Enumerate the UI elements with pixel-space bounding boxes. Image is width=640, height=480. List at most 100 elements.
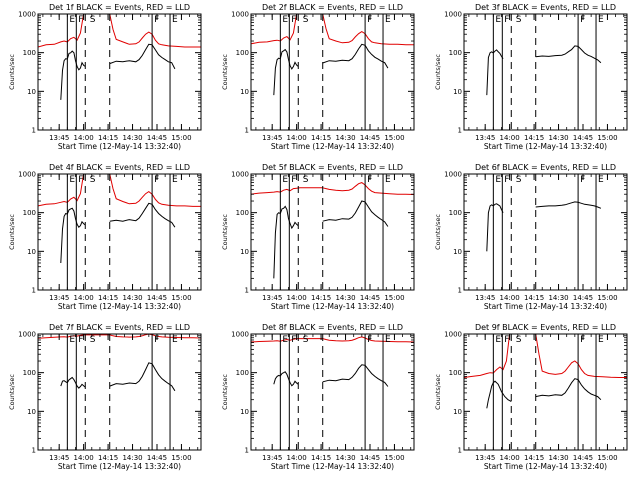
x-tick-label: 14:15 xyxy=(98,134,118,142)
plot-area xyxy=(486,45,602,96)
series-events-line xyxy=(486,380,512,409)
x-tick-label: 14:45 xyxy=(147,454,167,462)
x-tick-label: 15:00 xyxy=(384,294,404,302)
x-tick-label: 14:45 xyxy=(147,134,167,142)
marker-label: E xyxy=(385,175,391,185)
x-tick-label: 14:15 xyxy=(311,454,331,462)
panel-title: Det 6f BLACK = Events, RED = LLD xyxy=(475,163,616,172)
series-lld-line xyxy=(251,187,323,195)
y-tick-label: 1000 xyxy=(18,171,36,179)
y-tick-label: 1000 xyxy=(444,171,462,179)
x-axis-label: Start Time (12-May-14 13:32:40) xyxy=(58,142,181,151)
y-tick-label: 10 xyxy=(27,248,36,256)
y-axis-label: Counts/sec xyxy=(434,54,442,90)
series-lld-line xyxy=(38,14,110,48)
x-tick-label: 14:45 xyxy=(573,294,593,302)
y-tick-label: 1000 xyxy=(231,171,249,179)
x-axis-label: Start Time (12-May-14 13:32:40) xyxy=(271,462,394,471)
y-tick-label: 10 xyxy=(453,408,462,416)
plot-area xyxy=(251,14,414,96)
series-lld-line xyxy=(38,174,110,207)
marker-label: E xyxy=(495,15,501,25)
series-lld-line xyxy=(251,14,323,45)
x-tick-label: 14:15 xyxy=(311,134,331,142)
marker-label: E xyxy=(69,15,75,25)
y-tick-label: 1 xyxy=(245,447,249,455)
panel-3: Det 3f BLACK = Events, RED = LLDEFSFE110… xyxy=(434,3,628,151)
x-tick-label: 15:00 xyxy=(171,294,191,302)
x-tick-label: 14:00 xyxy=(74,294,94,302)
y-tick-label: 100 xyxy=(236,369,249,377)
marker-label: F xyxy=(504,175,509,185)
y-axis-label: Counts/sec xyxy=(8,374,16,410)
x-tick-label: 15:00 xyxy=(384,134,404,142)
y-axis-label: Counts/sec xyxy=(8,214,16,250)
axes-frame xyxy=(463,173,628,291)
y-tick-label: 100 xyxy=(236,49,249,57)
panel-2: Det 2f BLACK = Events, RED = LLDEFSFE110… xyxy=(221,3,415,151)
axes-frame xyxy=(37,333,202,451)
x-tick-label: 14:45 xyxy=(573,134,593,142)
axes-frame xyxy=(250,13,415,131)
y-axis-label: Counts/sec xyxy=(434,214,442,250)
panel-7: Det 7f BLACK = Events, RED = LLDEFSFE110… xyxy=(8,323,202,471)
marker-label: S xyxy=(516,335,522,345)
panel-title: Det 3f BLACK = Events, RED = LLD xyxy=(475,3,616,12)
series-events-line xyxy=(535,378,602,401)
x-tick-label: 14:15 xyxy=(524,134,544,142)
x-tick-label: 14:30 xyxy=(122,294,142,302)
plot-area xyxy=(38,174,201,264)
y-tick-label: 1 xyxy=(32,287,36,295)
series-lld-line xyxy=(109,174,201,207)
y-tick-label: 1000 xyxy=(18,11,36,19)
panel-title: Det 4f BLACK = Events, RED = LLD xyxy=(49,163,190,172)
marker-label: S xyxy=(516,15,522,25)
x-tick-label: 14:45 xyxy=(573,454,593,462)
series-lld-line xyxy=(109,14,201,48)
marker-label: E xyxy=(495,335,501,345)
y-tick-label: 100 xyxy=(23,369,36,377)
x-tick-label: 14:15 xyxy=(524,454,544,462)
x-tick-label: 14:30 xyxy=(548,294,568,302)
x-tick-label: 13:45 xyxy=(49,294,69,302)
x-tick-label: 14:00 xyxy=(287,134,307,142)
marker-label: E xyxy=(385,15,391,25)
x-tick-label: 15:00 xyxy=(171,454,191,462)
y-tick-label: 1 xyxy=(458,287,462,295)
panel-9: Det 9f BLACK = Events, RED = LLDEFSFE110… xyxy=(434,323,628,471)
y-tick-label: 1 xyxy=(32,447,36,455)
plot-area xyxy=(251,182,414,279)
y-tick-label: 10 xyxy=(453,248,462,256)
y-tick-label: 1 xyxy=(32,127,36,135)
x-tick-label: 14:30 xyxy=(335,454,355,462)
panel-8: Det 8f BLACK = Events, RED = LLDEFSFE110… xyxy=(221,323,415,471)
marker-label: E xyxy=(172,175,178,185)
y-tick-label: 10 xyxy=(27,408,36,416)
x-axis-label: Start Time (12-May-14 13:32:40) xyxy=(484,142,607,151)
panel-title: Det 9f BLACK = Events, RED = LLD xyxy=(475,323,616,332)
marker-label: S xyxy=(303,335,309,345)
x-tick-label: 13:45 xyxy=(49,454,69,462)
series-lld-line xyxy=(109,334,201,339)
x-tick-label: 14:30 xyxy=(548,454,568,462)
x-tick-label: 14:30 xyxy=(335,294,355,302)
marker-label: E xyxy=(69,175,75,185)
x-tick-label: 14:30 xyxy=(335,134,355,142)
y-axis-label: Counts/sec xyxy=(221,214,229,250)
x-tick-label: 14:15 xyxy=(524,294,544,302)
x-tick-label: 14:30 xyxy=(548,134,568,142)
plot-area xyxy=(486,201,602,252)
marker-label: S xyxy=(90,175,96,185)
panel-1: Det 1f BLACK = Events, RED = LLDEFSFE110… xyxy=(8,3,202,151)
series-events-line xyxy=(109,43,176,70)
x-tick-label: 14:45 xyxy=(360,454,380,462)
series-events-line xyxy=(535,201,602,209)
series-events-line xyxy=(535,45,602,64)
series-events-line xyxy=(109,362,176,392)
y-tick-label: 1 xyxy=(245,127,249,135)
marker-label: E xyxy=(282,15,288,25)
x-tick-label: 13:45 xyxy=(262,294,282,302)
y-axis-label: Counts/sec xyxy=(434,374,442,410)
x-axis-label: Start Time (12-May-14 13:32:40) xyxy=(58,302,181,311)
